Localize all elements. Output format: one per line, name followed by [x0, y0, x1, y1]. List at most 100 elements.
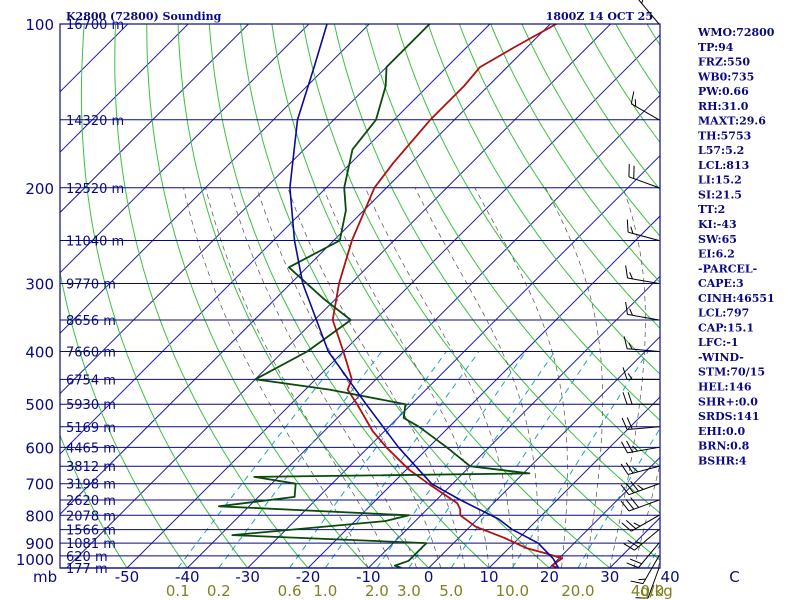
wind-barb-feather — [630, 226, 634, 234]
wind-barb-feather — [628, 342, 633, 350]
mixing-ratio-tick-label: 20.0 — [561, 582, 594, 600]
wind-barb-staff — [627, 313, 660, 321]
temperature-tick-label: 10 — [480, 568, 499, 586]
pressure-tick-label: 100 — [25, 16, 54, 34]
pressure-tick-label: 800 — [25, 507, 54, 525]
wind-barb-feather — [620, 463, 629, 475]
index-text: MAXT:29.6 — [698, 115, 766, 128]
index-text: CAPE:3 — [698, 277, 744, 290]
isotherm-line — [60, 24, 491, 455]
mixing-ratio-tick-label: 10.0 — [496, 582, 529, 600]
wind-barb-feather — [622, 392, 628, 405]
wind-barb — [621, 417, 660, 431]
pressure-tick-label: 400 — [25, 344, 54, 362]
height-label: 2620 m — [66, 494, 116, 509]
index-text: SHR+:0.0 — [698, 395, 758, 408]
index-text: BSHR:4 — [698, 454, 747, 467]
temperature-tick-label: -10 — [356, 568, 381, 586]
index-text: CAP:15.1 — [698, 321, 754, 334]
temperature-tick-label: 30 — [600, 568, 619, 586]
wind-barb-feather — [635, 541, 643, 545]
wind-barb-feather — [626, 219, 629, 233]
wind-barb-feather — [625, 482, 635, 494]
index-text: BRN:0.8 — [698, 440, 750, 453]
wind-barb-feather — [625, 499, 635, 510]
index-text: LFC:-1 — [698, 336, 739, 349]
height-label: 14320 m — [66, 114, 124, 129]
isotherm-line — [428, 335, 660, 568]
index-text: TH:5753 — [698, 129, 751, 142]
mixing-ratio-tick-label: 3.0 — [397, 582, 421, 600]
index-text: RH:31.0 — [698, 100, 749, 113]
wind-barb — [625, 265, 660, 285]
wind-barb-feather — [625, 462, 634, 474]
index-text: L57:5.2 — [698, 144, 744, 157]
height-label: 5169 m — [66, 421, 116, 436]
wind-barb-feather — [623, 543, 635, 551]
wind-barb — [620, 480, 660, 496]
mixing-ratio-tick-label: 40.0 — [631, 582, 664, 600]
height-label: 1081 m — [66, 537, 116, 552]
mixing-ratio-tick-label: 5.0 — [439, 582, 463, 600]
wind-barb-feather — [641, 0, 644, 4]
mixing-ratio-tick-label: 1.0 — [313, 582, 337, 600]
moist-adiabat-line — [323, 187, 490, 568]
wind-barb-staff — [627, 277, 660, 285]
wind-barb-staff — [627, 426, 660, 431]
wind-barb — [630, 555, 660, 585]
wind-barb-staff — [628, 499, 660, 512]
wind-barb-feather — [630, 497, 639, 508]
wind-barb — [625, 301, 660, 321]
wind-barb-staff — [638, 0, 660, 25]
wind-barb-feather — [627, 392, 633, 405]
wind-barb-feather — [620, 500, 630, 512]
temperature-tick-label: 20 — [540, 568, 559, 586]
isotherm-line — [126, 34, 660, 568]
height-label: 8656 m — [66, 314, 116, 329]
mixing-ratio-unit: g/kg — [640, 582, 673, 600]
wind-barb — [626, 542, 660, 569]
temperature-tick-label: 40 — [661, 568, 680, 586]
wind-barb-feather — [625, 265, 628, 279]
parcel-trace — [289, 24, 560, 568]
pressure-tick-label: 300 — [25, 276, 54, 294]
wind-barb-feather — [637, 484, 644, 490]
wind-barb-feather — [621, 522, 632, 532]
index-text: SRDS:141 — [698, 410, 760, 423]
temperature-trace — [331, 24, 563, 568]
height-label: 3812 m — [66, 460, 116, 475]
pressure-tick-label: 200 — [25, 180, 54, 198]
height-label: 12520 m — [66, 182, 124, 197]
height-label: 5930 m — [66, 398, 116, 413]
isotherm-line — [60, 24, 551, 515]
temperature-tick-label: 0 — [424, 568, 434, 586]
wind-barb-feather — [621, 441, 628, 454]
index-text: LCL:813 — [698, 159, 749, 172]
isotherm-line — [60, 24, 249, 214]
pressure-tick-label: 500 — [25, 396, 54, 414]
mixing-ratio-tick-label: 0.6 — [278, 582, 302, 600]
index-text: LI:15.2 — [698, 174, 742, 187]
wind-barb-feather — [629, 272, 633, 280]
mixing-ratio-tick-label: 0.1 — [166, 582, 190, 600]
wind-barb — [623, 529, 660, 551]
isotherm-line — [307, 215, 660, 568]
wind-barb-staff — [627, 231, 660, 241]
wind-barb-staff — [628, 176, 660, 189]
index-text: WB0:735 — [697, 70, 754, 83]
wind-barb-staff — [631, 514, 660, 532]
wind-barb-staff — [642, 555, 660, 584]
wind-barb-staff — [627, 446, 660, 454]
index-text: TP:94 — [698, 41, 734, 54]
wind-barb — [622, 392, 659, 405]
wind-barb-feather — [630, 480, 639, 492]
wind-barb-feather — [630, 580, 644, 585]
moist-adiabat-line — [183, 187, 369, 568]
moist-adiabat-line — [609, 187, 646, 568]
index-text: FRZ:550 — [698, 56, 750, 69]
height-label: 11040 m — [66, 234, 124, 249]
index-text: HEL:146 — [698, 380, 752, 393]
wind-barb — [621, 514, 660, 532]
